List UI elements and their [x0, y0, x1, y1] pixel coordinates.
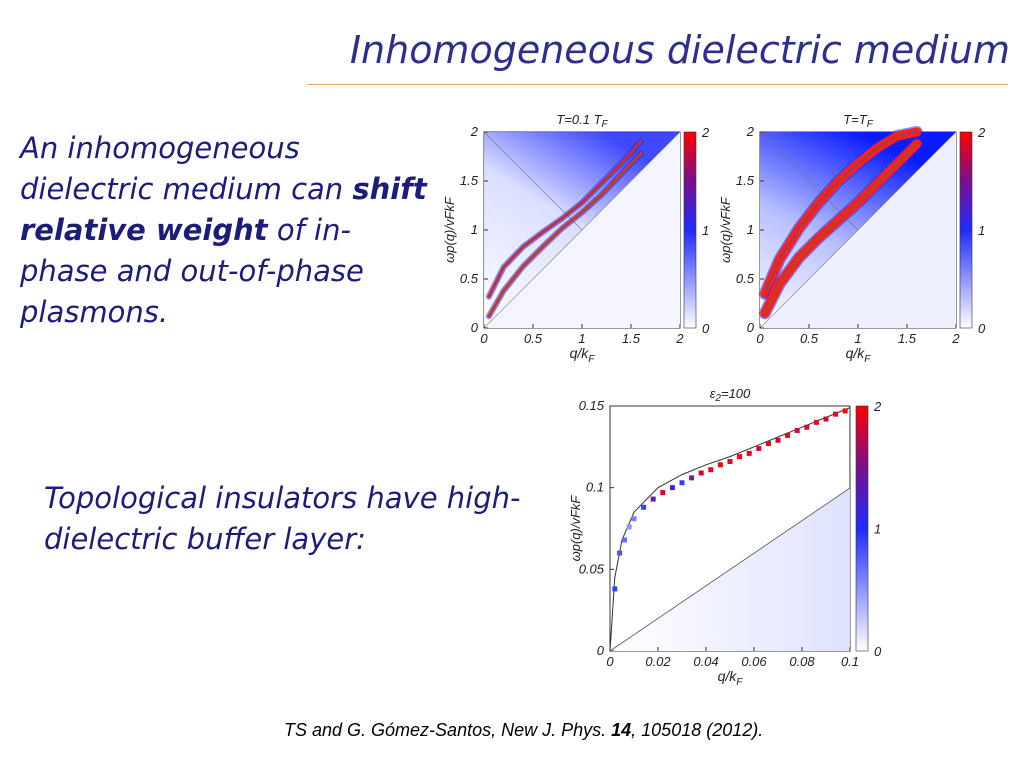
y-tick-label: 0 — [747, 320, 755, 335]
body-text-1-pre: An inhomogeneous dielectric medium can — [20, 131, 353, 206]
x-axis-label: q/kF — [718, 668, 744, 688]
body-text-2: Topological insulators have high-dielect… — [44, 481, 521, 556]
x-tick-label: 0 — [480, 331, 488, 346]
plasmon-point — [641, 504, 647, 510]
body-text-1: An inhomogeneous dielectric medium can s… — [20, 128, 430, 333]
plasmon-point — [717, 462, 723, 468]
x-tick-label: 0.5 — [800, 331, 819, 346]
plasmon-point — [626, 524, 632, 530]
plasmon-point — [660, 490, 666, 496]
plasmon-point — [631, 516, 637, 522]
y-tick-label: 0.5 — [736, 271, 755, 286]
x-tick-label: 2 — [951, 331, 960, 346]
plasmon-point — [689, 475, 695, 481]
x-tick-label: 1.5 — [622, 331, 641, 346]
x-tick-label: 0 — [756, 331, 764, 346]
y-tick-label: 2 — [746, 124, 755, 139]
colorbar-tick-label: 1 — [978, 223, 985, 238]
colorbar-tick-label: 1 — [874, 522, 881, 537]
colorbar — [683, 131, 697, 329]
figure-low-temperature: 0 0.5 1 1.5 2 0 0.5 1 1.5 2 q/kF ωp(q)/vFkF T=0.1 TF… — [442, 112, 710, 365]
y-tick-label: 0 — [471, 320, 479, 335]
plasmon-point — [785, 432, 791, 438]
plasmon-point — [737, 454, 743, 460]
x-tick-label: 0.06 — [741, 654, 767, 669]
chart-title: ε2=100 — [710, 386, 751, 404]
y-axis-label: ωp(q)/vFkF — [568, 495, 583, 562]
in-phase-curve — [488, 141, 642, 297]
y-axis-label: ωp(q)/vFkF — [442, 196, 457, 263]
x-tick-label: 0.08 — [789, 654, 815, 669]
plasmon-point — [775, 437, 781, 443]
colorbar-tick-label: 0 — [978, 321, 986, 336]
citation-volume: 14 — [611, 720, 632, 740]
colorbar-tick-label: 0 — [874, 644, 882, 659]
y-tick-label: 0 — [597, 643, 605, 658]
x-axis-label: q/kF — [846, 345, 872, 365]
colorbar-tick-label: 0 — [702, 321, 710, 336]
plasmon-point — [794, 428, 800, 433]
x-tick-label: 0.1 — [841, 654, 859, 669]
figure-high-dielectric: 0 0.02 0.04 0.06 0.08 0.1 0 0.05 0.1 0.15 q/kF ωp(q… — [568, 386, 882, 688]
x-tick-label: 1 — [578, 331, 585, 346]
chart-title: T=0.1 TF — [556, 112, 608, 130]
plasmon-point — [679, 480, 685, 486]
slide-title: Inhomogeneous dielectric medium — [349, 28, 1010, 72]
out-of-phase-curve — [764, 143, 918, 314]
plasmon-point — [765, 441, 771, 447]
figure-fermi-temperature: 0 0.5 1 1.5 2 0 0.5 1 1.5 2 q/kF ωp(q)/vFkF T=TF 0 1 2 — [718, 112, 986, 365]
plasmon-point — [698, 470, 704, 476]
colorbar-tick-label: 2 — [701, 125, 710, 140]
x-axis-label: q/kF — [570, 345, 596, 365]
y-tick-label: 2 — [470, 124, 479, 139]
plasmon-point — [746, 450, 752, 456]
plasmon-point — [813, 419, 819, 425]
colorbar-tick-label: 2 — [873, 399, 882, 414]
plasmon-point — [669, 485, 675, 491]
y-tick-label: 1.5 — [736, 173, 755, 188]
x-tick-label: 2 — [675, 331, 684, 346]
body-text-1-bold: shift relative weight — [20, 172, 427, 247]
title-divider — [308, 84, 1008, 85]
plasmon-point — [823, 416, 829, 422]
plasmon-point — [727, 459, 733, 465]
plasmon-point — [650, 496, 656, 502]
in-phase-curve — [764, 131, 917, 294]
plasmon-point — [804, 424, 810, 430]
colorbar-tick-label: 1 — [702, 223, 709, 238]
y-tick-label: 0.1 — [586, 480, 604, 495]
body-text-1-post: of in-phase and out-of-phase plasmons. — [20, 213, 364, 329]
citation: TS and G. Gómez-Santos, New J. Phys. 14,… — [284, 720, 763, 741]
plasmon-point — [833, 411, 839, 417]
colorbar-tick-label: 2 — [977, 125, 986, 140]
x-tick-label: 1 — [854, 331, 861, 346]
chart-title: T=TF — [843, 112, 873, 130]
y-tick-label: 1 — [471, 222, 478, 237]
colorbar — [855, 405, 869, 652]
plasmon-point — [708, 467, 714, 473]
x-tick-label: 0.04 — [693, 654, 718, 669]
citation-authors: TS and G. Gómez-Santos, New J. Phys. — [284, 720, 612, 740]
plasmon-point — [612, 586, 618, 592]
plasmon-point — [756, 445, 762, 451]
y-tick-label: 0.5 — [460, 271, 479, 286]
x-tick-label: 0.5 — [524, 331, 543, 346]
plasmon-point — [621, 537, 627, 543]
citation-pages: , 105018 (2012). — [631, 720, 764, 740]
plasmon-point — [842, 408, 848, 414]
y-tick-label: 1 — [747, 222, 754, 237]
x-tick-label: 0.02 — [645, 654, 671, 669]
y-tick-label: 0.05 — [579, 561, 605, 576]
colorbar — [959, 131, 973, 329]
y-axis-label: ωp(q)/vFkF — [718, 196, 733, 263]
x-tick-label: 0 — [606, 654, 614, 669]
x-tick-label: 1.5 — [898, 331, 917, 346]
out-of-phase-curve — [488, 153, 642, 317]
plasmon-point — [617, 550, 623, 556]
y-tick-label: 1.5 — [460, 173, 479, 188]
y-tick-label: 0.15 — [579, 398, 605, 413]
